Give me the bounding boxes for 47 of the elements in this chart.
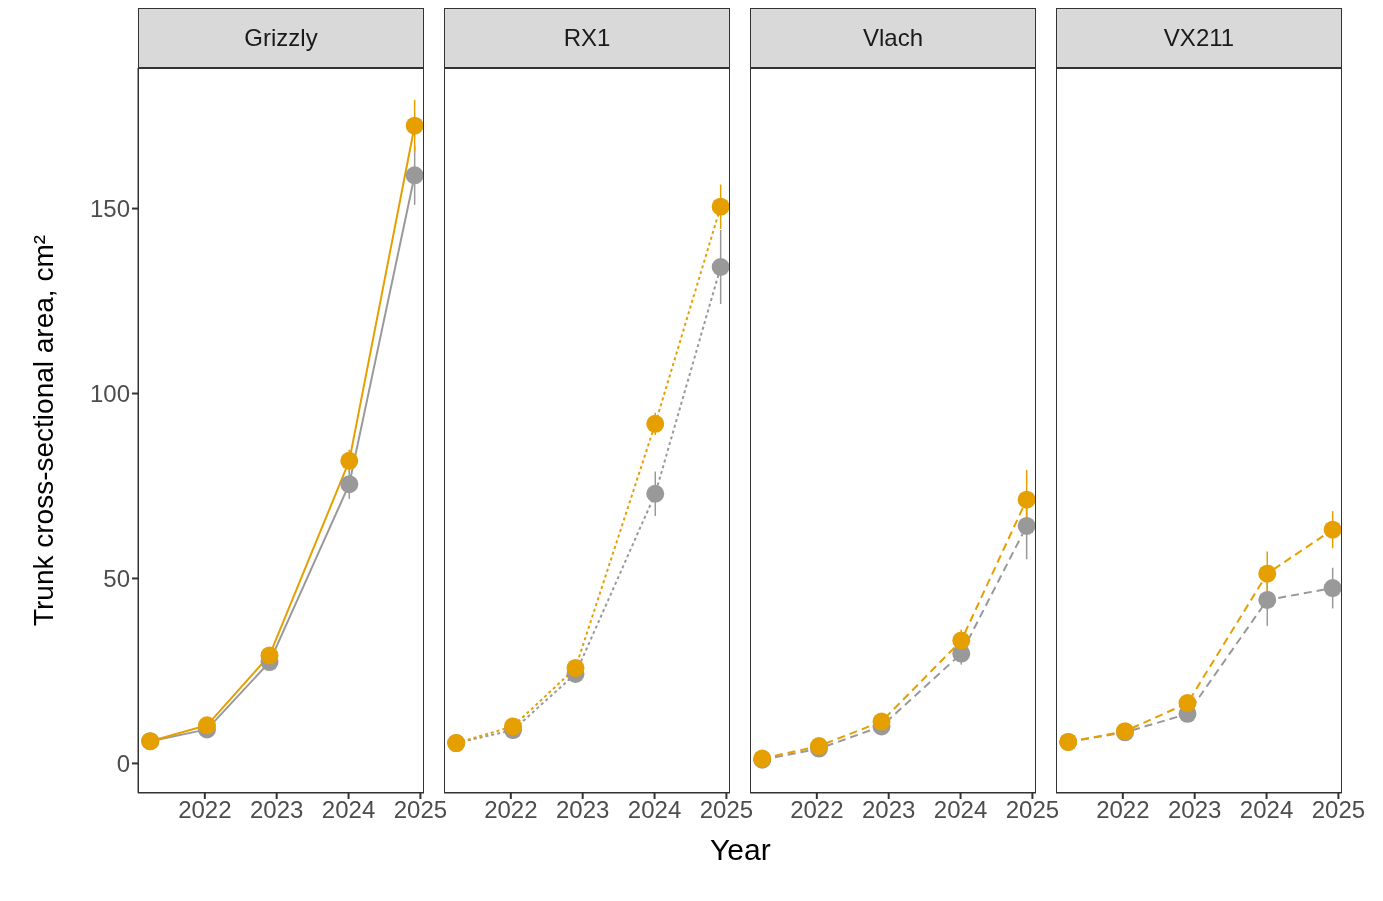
- point: [1017, 516, 1036, 535]
- point: [952, 631, 971, 650]
- y-tick-label: 150: [89, 195, 130, 223]
- x-tick-label: 2022: [790, 796, 844, 824]
- point: [340, 475, 359, 494]
- x-tick-label: 2025: [1311, 796, 1366, 824]
- point: [1323, 579, 1342, 598]
- chart-title: Grizzly: [138, 8, 424, 68]
- point: [711, 258, 730, 277]
- point: [503, 717, 522, 736]
- y-axis-title: Trunk cross-sectional area, cm²: [28, 234, 59, 627]
- x-tick-label: 2025: [1005, 796, 1060, 824]
- x-tick-label: 2025: [699, 796, 754, 824]
- point: [646, 414, 665, 433]
- point: [340, 451, 359, 470]
- chart-title: VX211: [1056, 8, 1342, 68]
- point: [1258, 590, 1277, 609]
- x-tick-label: 2024: [933, 796, 988, 824]
- point: [405, 166, 424, 185]
- point: [1017, 490, 1036, 509]
- chart-title: Vlach: [750, 8, 1036, 68]
- x-tick-label: 2025: [393, 796, 448, 824]
- point: [197, 716, 216, 735]
- point: [872, 712, 891, 731]
- y-tick-label: 50: [103, 564, 130, 592]
- x-tick-label: 2024: [321, 796, 376, 824]
- x-tick-label: 2024: [1239, 796, 1294, 824]
- x-tick-label: 2022: [1096, 796, 1150, 824]
- x-tick-label: 2022: [178, 796, 232, 824]
- point: [711, 197, 730, 216]
- point: [405, 116, 424, 135]
- y-tick-label: 0: [116, 749, 130, 777]
- point: [1323, 520, 1342, 539]
- y-tick-label: 100: [89, 380, 130, 408]
- x-tick-label: 2022: [484, 796, 538, 824]
- x-axis-title: Year: [710, 833, 771, 867]
- chart-title: RX1: [444, 8, 730, 68]
- x-tick-label: 2023: [1167, 796, 1222, 824]
- x-tick-label: 2023: [249, 796, 304, 824]
- point: [1258, 564, 1277, 583]
- x-tick-label: 2024: [627, 796, 682, 824]
- x-tick-label: 2023: [861, 796, 916, 824]
- point: [1178, 694, 1197, 713]
- point: [566, 658, 585, 677]
- point: [646, 484, 665, 503]
- x-tick-label: 2023: [555, 796, 610, 824]
- point: [260, 646, 279, 665]
